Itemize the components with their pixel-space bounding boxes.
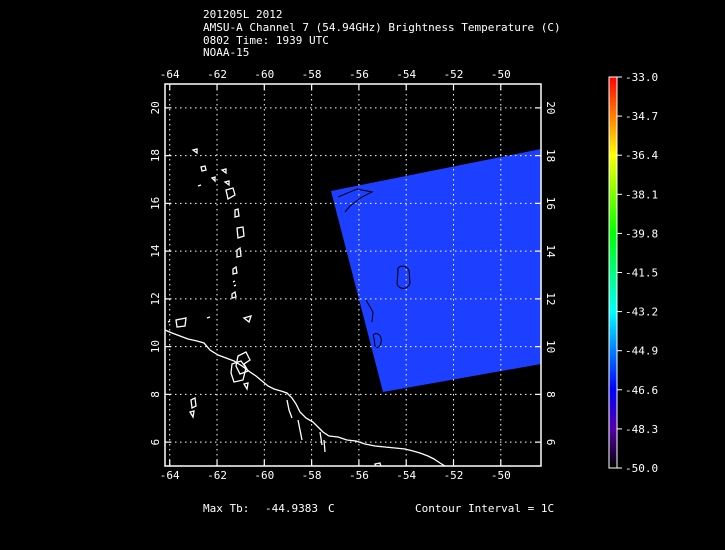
lat-label-right: 10 <box>544 340 557 353</box>
lat-label-left: 12 <box>149 292 162 305</box>
lat-label-left: 16 <box>149 197 162 210</box>
lon-label-bottom: -64 <box>160 469 180 482</box>
lat-label-left: 20 <box>149 101 162 114</box>
island-devils <box>374 462 382 466</box>
contour-line <box>365 299 374 323</box>
colorbar-label: -48.3 <box>625 423 658 436</box>
island-margarita <box>175 317 187 328</box>
data-swath <box>331 149 541 392</box>
lat-label-right: 20 <box>544 101 557 114</box>
island-grenadines <box>232 280 237 287</box>
island-anguilla <box>191 148 198 155</box>
colorbar-ticks: -33.0 -34.7 -36.4 -38.1 -39.8 -41.5 -43.2 -44.9… <box>617 71 658 475</box>
coastline-south-america <box>165 329 446 466</box>
colorbar-label: -50.0 <box>625 462 658 475</box>
lon-label-top: -64 <box>160 68 180 81</box>
contour-line <box>337 188 374 213</box>
colorbar-label: -36.4 <box>625 149 658 162</box>
lon-label-top: -56 <box>349 68 369 81</box>
colorbar-label: -34.7 <box>625 110 658 123</box>
lat-label-left: 6 <box>149 439 162 446</box>
lat-label-right: 12 <box>544 292 557 305</box>
map-frame <box>164 83 542 467</box>
island-guadeloupe <box>225 187 236 201</box>
lon-label-top: -58 <box>302 68 322 81</box>
lat-label-left: 8 <box>149 391 162 398</box>
contour-line <box>396 265 411 289</box>
lat-label-right: 16 <box>544 197 557 210</box>
title-line-1: 201205L 2012 <box>203 8 283 21</box>
island-small-1 <box>167 320 171 323</box>
max-tb-value: -44.9383 <box>265 502 318 515</box>
island-small-6 <box>197 184 202 187</box>
lon-label-bottom: -62 <box>207 469 227 482</box>
island-dominica <box>234 208 240 218</box>
lat-label-right: 18 <box>544 149 557 162</box>
island-grenada <box>231 290 237 299</box>
island-st-kitts <box>200 165 207 172</box>
lon-label-bottom: -54 <box>396 469 416 482</box>
lon-label-top: -52 <box>444 68 464 81</box>
title-line-4: NOAA-15 <box>203 46 250 59</box>
island-montserrat <box>210 176 216 183</box>
max-tb-label: Max Tb: <box>203 502 250 515</box>
lon-label-top: -60 <box>254 68 274 81</box>
colorbar-label: -33.0 <box>625 71 658 84</box>
lon-label-top: -54 <box>396 68 416 81</box>
lat-label-left: 14 <box>149 244 162 258</box>
lat-lon-grid <box>165 84 541 466</box>
lon-label-bottom: -58 <box>302 469 322 482</box>
lon-label-bottom: -52 <box>444 469 464 482</box>
island-antigua <box>223 180 230 187</box>
lat-label-right: 6 <box>544 439 557 446</box>
contour-interval: Contour Interval = 1C <box>415 502 555 515</box>
title-line-3: 0802 Time: 1939 UTC <box>203 34 329 47</box>
island-small-3 <box>188 410 195 419</box>
colorbar-label: -44.9 <box>625 345 658 358</box>
contour-line <box>372 333 382 348</box>
lat-label-right: 14 <box>544 245 557 259</box>
island-trinidad <box>230 360 247 383</box>
lon-label-bottom: -56 <box>349 469 369 482</box>
colorbar-label: -41.5 <box>625 267 658 280</box>
island-martinique <box>236 226 245 239</box>
island-small-5 <box>206 316 211 319</box>
colorbar-label: -46.6 <box>625 384 658 397</box>
lat-label-right: 8 <box>544 391 557 398</box>
island-tobago <box>242 315 253 324</box>
island-small-2 <box>190 397 197 409</box>
lon-label-bottom: -50 <box>491 469 511 482</box>
lat-label-left: 18 <box>149 149 162 162</box>
colorbar-label: -43.2 <box>625 306 658 319</box>
lat-label-left: 10 <box>149 340 162 353</box>
island-st-vincent <box>232 265 238 275</box>
map-axes: -64 -64 -62 -62 -60 -60 -58 -58 -56 -56 -54 -54 -52 -… <box>149 68 557 482</box>
lon-label-bottom: -60 <box>254 469 274 482</box>
island-small-4 <box>242 382 249 391</box>
colorbar-label: -39.8 <box>625 227 658 240</box>
lon-label-top: -50 <box>491 68 511 81</box>
colorbar <box>609 77 617 468</box>
coastline-guyana-rivers <box>286 399 326 453</box>
lon-label-top: -62 <box>207 68 227 81</box>
island-barbuda <box>220 168 227 175</box>
colorbar-label: -38.1 <box>625 188 658 201</box>
title-line-2: AMSU-A Channel 7 (54.94GHz) Brightness T… <box>203 21 561 34</box>
coastlines <box>165 148 446 466</box>
max-tb-unit: C <box>328 502 335 515</box>
island-st-lucia <box>236 246 242 258</box>
